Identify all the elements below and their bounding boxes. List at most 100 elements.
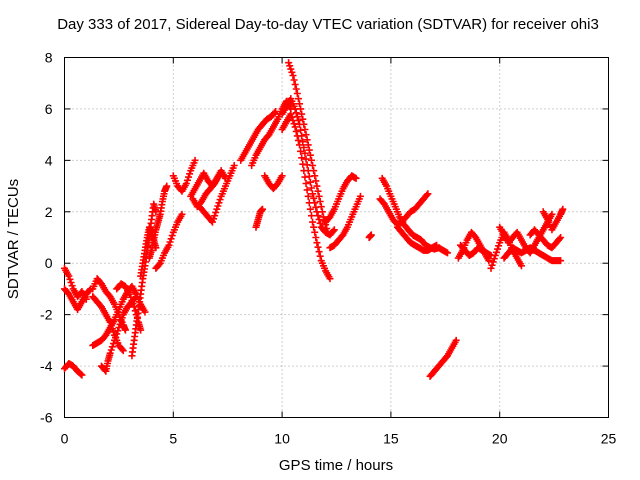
data-point [309,218,317,226]
data-point [309,162,317,169]
series-track-o [195,162,238,226]
data-point [492,248,500,256]
data-point [167,235,175,243]
data-point [121,326,129,334]
data-point [488,261,496,269]
data-point [298,154,306,162]
data-point [292,109,300,117]
data-point [301,173,309,181]
data-point [559,205,567,213]
series-track-k [145,182,171,262]
data-point [126,290,134,298]
data-point [108,343,116,351]
data-point [490,255,498,263]
data-point [489,258,497,266]
data-point [310,167,318,175]
data-point [317,203,325,211]
data-point [330,226,338,234]
data-point [301,126,309,133]
data-point [292,127,300,135]
data-point [118,314,126,322]
data-point [270,109,278,117]
data-point [293,90,301,97]
x-tick-label: 0 [61,431,69,447]
data-point [286,62,294,70]
data-point [287,65,295,73]
series-track-ai [500,244,565,265]
data-point [313,182,321,190]
data-point [259,205,267,213]
data-point [313,239,321,247]
data-point [112,333,120,341]
data-point [495,242,503,250]
data-point [297,147,305,155]
data-point [304,192,312,200]
series-track-ak [539,205,567,234]
data-point [213,205,221,213]
series-track-ad [426,336,460,380]
data-point [118,345,126,353]
data-point [306,151,314,159]
data-point [215,199,223,207]
data-point [423,191,431,199]
data-point [315,192,323,200]
data-point [287,110,295,118]
y-tick-label: -2 [40,307,53,323]
x-tick-label: 15 [383,431,399,447]
data-point [433,241,441,249]
data-point [487,264,495,272]
y-tick-label: -6 [40,410,53,426]
data-point [288,113,296,121]
data-point [318,208,326,216]
data-point [208,218,216,226]
y-axis-label: SDTVAR / TECUs [5,179,22,299]
data-point [315,216,323,223]
y-tick-label: 8 [45,50,53,66]
data-point [309,190,317,198]
series-track-q [237,108,280,164]
data-point [556,235,564,243]
data-point [117,317,125,325]
x-tick-label: 10 [274,431,290,447]
data-point [299,115,307,123]
series-track-h [113,280,145,334]
data-point [106,349,114,357]
data-point [67,279,75,286]
data-point [186,170,194,178]
chart-title: Day 333 of 2017, Sidereal Day-to-day VTE… [57,16,599,33]
series-track-l [152,210,186,272]
data-points [61,59,567,380]
y-tick-label: -4 [40,358,53,374]
data-point [77,370,85,378]
data-point [517,262,525,270]
y-tick-label: 0 [45,255,53,271]
data-point [289,72,297,79]
data-point [178,210,186,218]
data-point [288,68,296,76]
data-point [115,324,123,331]
data-point [307,212,315,220]
data-point [191,156,199,164]
data-point [300,120,308,128]
data-point [302,155,310,163]
data-point [557,257,565,265]
data-point [306,205,314,213]
axis-ticks: 0 5 10 15 20 25 -6 -4 -2 0 2 4 6 8 [40,50,616,447]
series-track-aa [376,190,432,229]
data-point [215,172,223,180]
data-point [127,293,135,301]
data-point [299,160,307,168]
data-point [326,275,334,283]
data-point [113,330,121,338]
data-point [299,138,307,146]
data-point [312,234,320,241]
series-track-af [457,241,495,259]
data-point [314,212,322,220]
data-point [216,196,224,204]
series-track-s [261,172,286,193]
data-point [297,105,305,113]
data-point [129,300,137,308]
data-point [557,234,565,241]
data-point [314,187,322,195]
